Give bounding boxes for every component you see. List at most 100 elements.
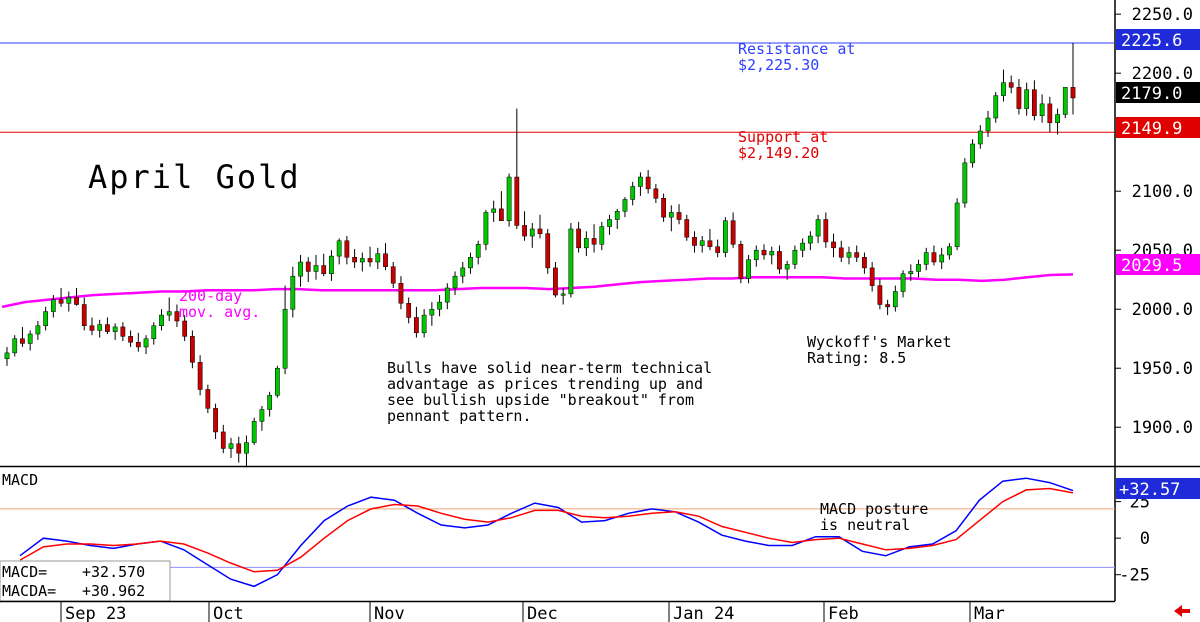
rating-line1: Wyckoff's Market xyxy=(807,333,952,351)
candle-down xyxy=(823,219,829,243)
candle-up xyxy=(475,244,481,258)
candle-up xyxy=(452,275,458,289)
candle-down xyxy=(190,336,195,363)
month-label: Dec xyxy=(527,604,558,622)
candle-down xyxy=(236,443,242,454)
red-left-arrow-icon[interactable] xyxy=(1174,605,1190,617)
candle-down xyxy=(89,325,95,331)
candle-down xyxy=(1032,89,1037,116)
candlestick-layer xyxy=(4,42,1076,468)
candle-up xyxy=(699,240,705,246)
candle-up xyxy=(112,326,118,332)
candle-up xyxy=(668,212,674,218)
candle-down xyxy=(591,238,597,245)
candle-up xyxy=(638,176,643,187)
month-label: Nov xyxy=(374,604,405,622)
candle-up xyxy=(421,314,427,334)
candle-up xyxy=(282,308,288,369)
candle-down xyxy=(81,304,87,326)
candle-up xyxy=(583,238,589,249)
month-label: Sep 23 xyxy=(65,604,126,622)
candle-up xyxy=(298,261,303,277)
candle-up xyxy=(228,443,234,449)
candle-up xyxy=(313,265,319,272)
macd-series-macda xyxy=(19,487,1074,573)
macd-lines-layer xyxy=(19,477,1074,588)
candle-down xyxy=(174,311,180,322)
candle-up xyxy=(947,246,952,256)
resistance-badge xyxy=(1116,29,1200,50)
support-annotation-line2: $2,149.20 xyxy=(738,144,819,162)
comment-line1: Bulls have solid near-term technical xyxy=(387,359,712,377)
candle-up xyxy=(529,228,535,237)
candle-up xyxy=(143,338,149,348)
candle-down xyxy=(862,257,867,269)
month-label: Feb xyxy=(828,604,859,622)
candle-up xyxy=(151,325,157,339)
candle-up xyxy=(244,442,249,454)
candle-up xyxy=(267,395,273,410)
candle-down xyxy=(931,252,937,263)
candle-down xyxy=(20,338,25,344)
last-price-badge xyxy=(1116,82,1200,103)
candle-up xyxy=(1039,103,1045,116)
candle-down xyxy=(653,188,659,199)
resistance-badge-value: 2225.6 xyxy=(1121,31,1182,51)
candle-down xyxy=(105,324,110,332)
candle-up xyxy=(35,325,41,335)
candle-up xyxy=(4,352,10,360)
candle-up xyxy=(599,226,605,245)
candle-down xyxy=(1016,87,1022,109)
macd-note-line1: MACD posture xyxy=(820,500,928,518)
candle-up xyxy=(622,199,628,212)
candle-down xyxy=(197,362,203,390)
candle-down xyxy=(730,220,736,245)
macd-readout-value: +32.570 xyxy=(82,563,145,581)
candle-down xyxy=(305,261,311,272)
candle-up xyxy=(460,267,466,277)
candle-up xyxy=(483,212,489,245)
candle-up xyxy=(375,253,381,263)
candle-down xyxy=(676,212,682,220)
moving-average-layer xyxy=(1,273,1074,309)
candle-up xyxy=(468,257,473,269)
candle-down xyxy=(661,198,666,218)
candle-up xyxy=(429,308,435,316)
candle-down xyxy=(869,267,875,286)
candle-down xyxy=(344,240,350,258)
support-annotation-line1: Support at xyxy=(738,128,828,146)
candle-down xyxy=(1070,87,1076,99)
candle-up xyxy=(630,186,636,200)
candle-up xyxy=(166,311,172,316)
candle-up xyxy=(329,255,334,275)
price-tick-label: 1950.0 xyxy=(1132,359,1193,379)
macd-readout-label: MACD= xyxy=(2,563,47,581)
support-badge xyxy=(1116,117,1200,138)
candle-up xyxy=(815,219,821,237)
month-label: Jan 24 xyxy=(673,604,734,622)
resistance-annotation-line2: $2,225.30 xyxy=(738,56,819,74)
candle-up xyxy=(1062,87,1068,115)
candle-down xyxy=(522,225,527,237)
price-tick-label: 2100.0 xyxy=(1132,182,1193,202)
ma-badge-value: 2029.5 xyxy=(1121,256,1182,276)
candle-down xyxy=(74,297,79,305)
candle-down xyxy=(885,304,890,308)
macd-badge xyxy=(1116,478,1200,499)
candle-up xyxy=(908,271,914,275)
candle-down xyxy=(367,258,373,263)
candle-down xyxy=(390,266,396,284)
macda-readout-label: MACDA= xyxy=(2,582,56,600)
candle-up xyxy=(784,264,790,270)
candle-up xyxy=(977,130,983,145)
candle-up xyxy=(954,202,960,247)
candle-up xyxy=(962,162,968,204)
candle-up xyxy=(251,421,257,443)
candle-up xyxy=(993,95,999,119)
candle-up xyxy=(97,324,103,331)
ma-badge xyxy=(1116,254,1200,275)
candle-up xyxy=(892,291,898,308)
candle-up xyxy=(607,219,612,227)
candle-down xyxy=(383,253,388,267)
